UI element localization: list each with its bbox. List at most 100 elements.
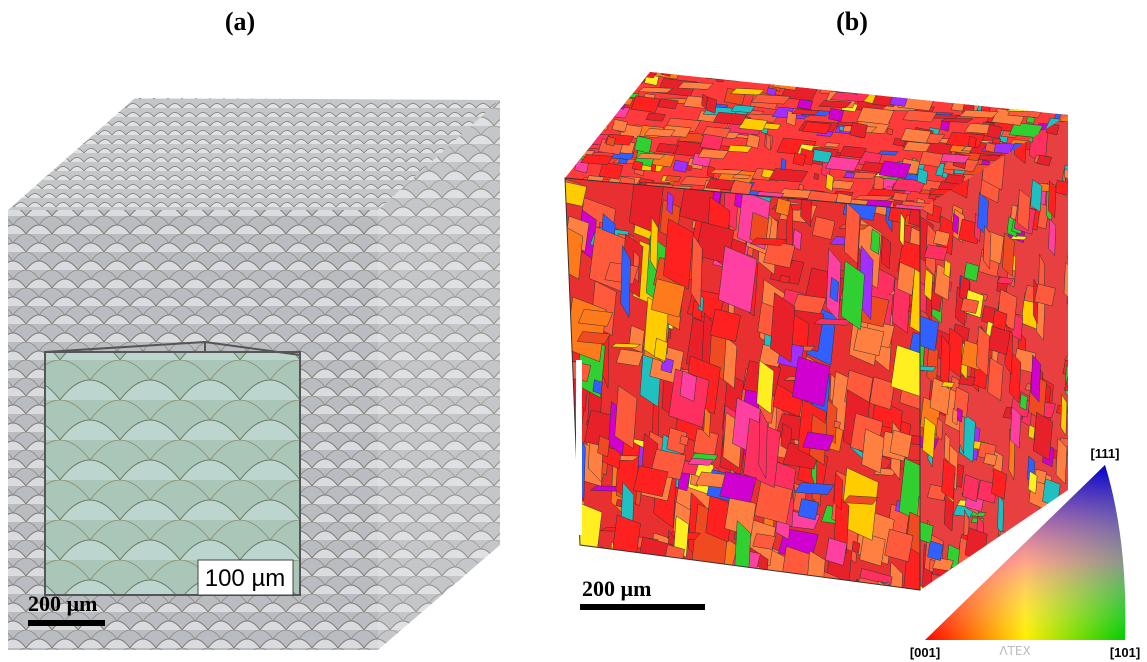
grain [812,592,846,647]
grain [825,156,861,172]
grain [770,292,796,363]
grain [833,472,844,511]
grain [1005,106,1048,113]
grain [794,482,835,495]
grain [1016,188,1031,232]
panel-label: (a) [225,7,255,36]
grain [1064,364,1068,401]
grain [889,429,913,459]
grain [933,600,948,612]
grain [751,72,761,78]
grain [943,432,951,464]
grain [792,228,802,251]
grain [927,540,944,561]
grain [605,136,616,147]
grain [645,112,666,122]
grain [600,75,607,89]
grain [983,452,998,466]
grain [619,556,652,575]
grain [650,163,657,173]
grain [813,172,820,181]
grain [838,125,845,132]
grain [731,174,752,179]
grain [902,141,932,153]
grain [878,82,901,96]
grain [1026,93,1042,107]
grain [1018,98,1047,104]
grain [825,537,848,566]
watermark: ΛTEX [999,644,1030,658]
grain [655,72,682,80]
grain [620,72,641,82]
grain [1064,76,1068,92]
grain [624,595,645,641]
grain [717,577,732,590]
grain [986,84,1029,99]
grain [967,87,976,102]
grain [770,72,790,74]
grain [829,91,871,102]
grain [877,150,900,156]
grain [791,356,831,407]
grain [688,582,701,590]
grain [666,191,674,216]
inset-scale-label: 100 µm [205,565,286,592]
grain [849,121,868,139]
grain [565,181,587,207]
grain [566,95,589,115]
grain [672,159,689,173]
grain [918,150,944,168]
grain [991,468,1007,500]
grain [799,72,828,76]
grain [1004,78,1021,96]
grain [705,72,722,80]
grain [894,72,918,77]
grain [801,121,832,134]
grain [920,365,937,372]
grain [797,498,820,521]
grain [677,559,700,590]
grain [723,593,742,628]
grain [884,528,914,563]
grain [775,197,791,217]
grain [749,237,788,246]
inset-frame [44,340,301,595]
grain [1043,72,1054,83]
scale-label: 200 µm [582,576,652,601]
grain [598,77,631,92]
grain [576,331,611,345]
grain [1066,91,1068,104]
grain [940,117,974,123]
grain [690,233,703,309]
grain [844,171,856,179]
grain [992,84,1009,94]
grain [617,158,629,165]
grain [976,325,990,377]
grain [615,348,644,367]
grain [719,471,757,503]
grain [650,278,686,318]
grain [909,72,936,80]
grain [653,337,668,362]
grain [874,580,896,590]
grain [643,128,676,137]
grain [565,138,572,154]
grain [565,93,593,110]
grain [1058,92,1065,100]
grain [791,576,812,590]
grain [1063,72,1068,81]
grain [666,427,688,455]
grain [745,581,781,590]
grain [1036,154,1052,167]
grain [577,308,614,327]
grain [750,94,791,105]
grain [989,84,1031,95]
grain [705,96,718,114]
grain [650,216,659,273]
grain [730,87,766,96]
grain [920,579,925,590]
grain [759,585,777,590]
scale-bar [580,604,705,610]
grain [779,275,791,284]
